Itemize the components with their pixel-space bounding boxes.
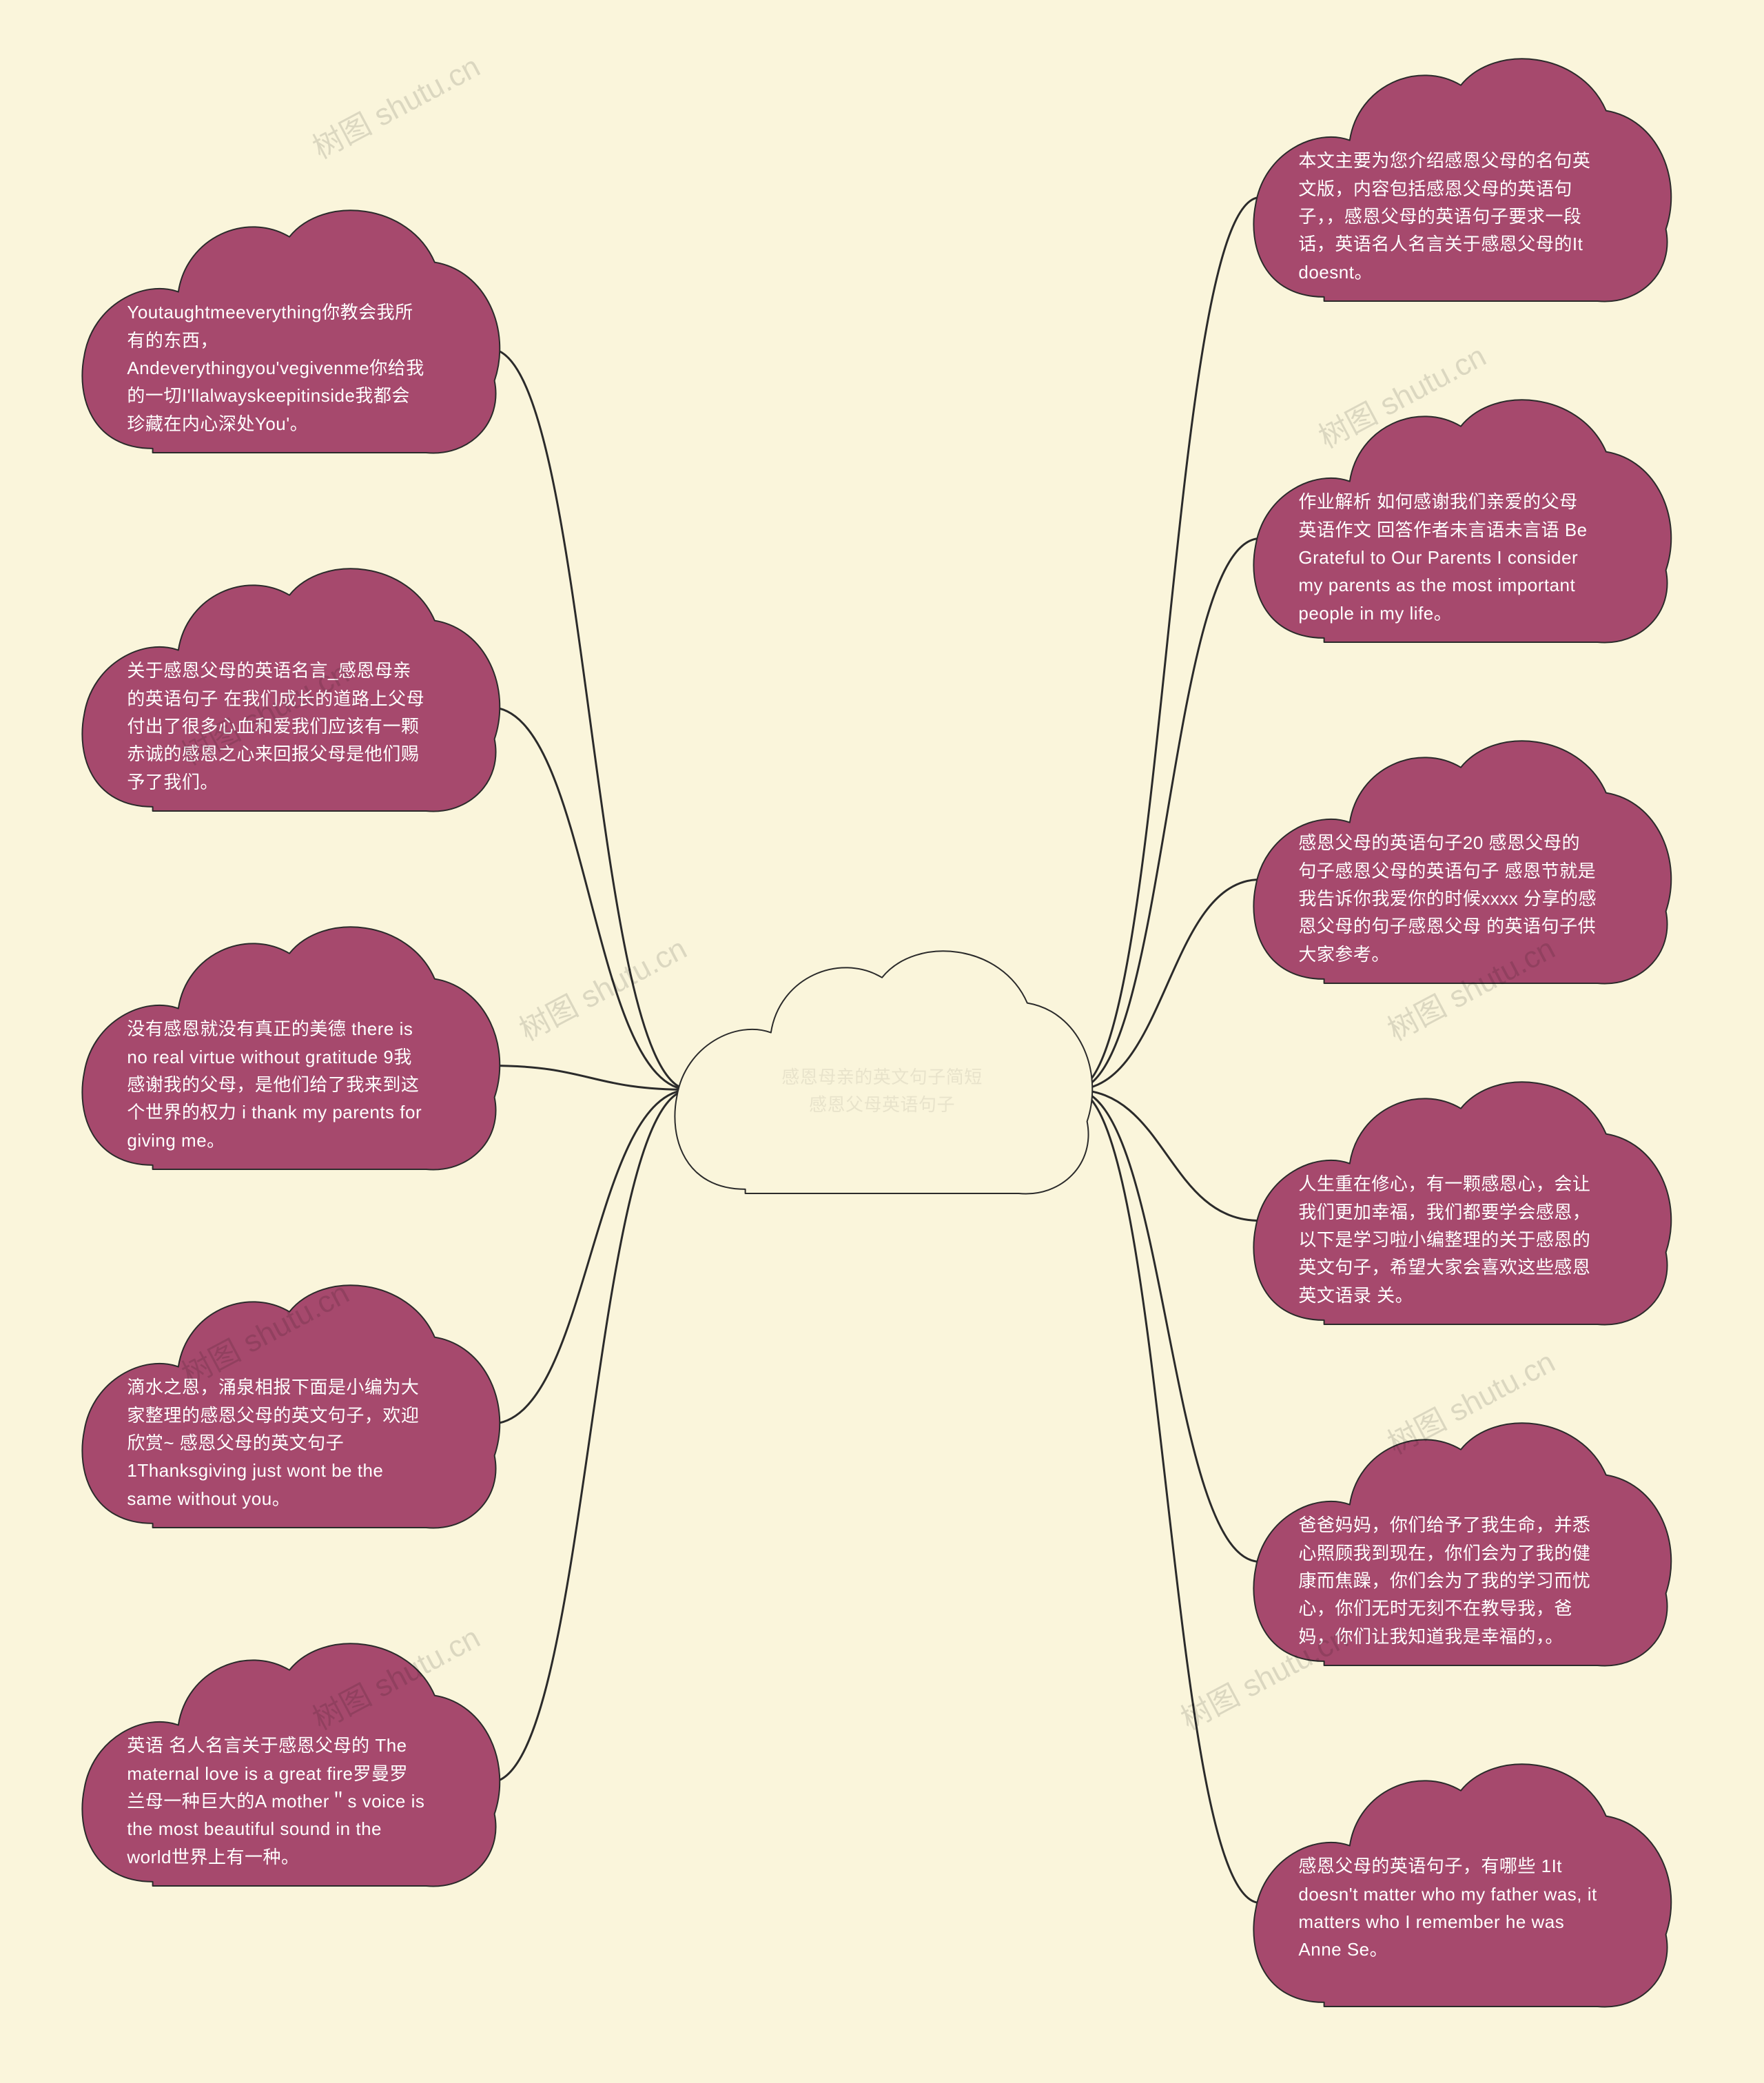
right-node-4-text: 爸爸妈妈，你们给予了我生命，并悉心照顾我到现在，你们会为了我的健康而焦躁，你们会… (1298, 1511, 1597, 1665)
right-node-1-text: 作业解析 如何感谢我们亲爱的父母 英语作文 回答作者未言语未言语 Be Grat… (1298, 488, 1597, 642)
right-node-2-text: 感恩父母的英语句子20 感恩父母的句子感恩父母的英语句子 感恩节就是我告诉你我爱… (1298, 829, 1597, 983)
right-node-4: 爸爸妈妈，你们给予了我生命，并悉心照顾我到现在，你们会为了我的健康而焦躁，你们会… (1247, 1399, 1674, 1695)
connector (490, 349, 690, 1090)
connector (1074, 1090, 1260, 1221)
connector (1074, 880, 1260, 1090)
left-node-4: 英语 名人名言关于感恩父母的 The maternal love is a gr… (76, 1619, 503, 1916)
right-node-3: 人生重在修心，有一颗感恩心，会让我们更加幸福，我们都要学会感恩，以下是学习啦小编… (1247, 1058, 1674, 1354)
connector (1074, 198, 1260, 1090)
connector (490, 1090, 690, 1783)
connector (1074, 1090, 1260, 1903)
watermark: 树图 shutu.cn (304, 42, 486, 167)
left-node-0: Youtaughtmeeverything你教会我所有的东西，Andeveryt… (76, 186, 503, 482)
left-node-3-text: 滴水之恩，涌泉相报下面是小编为大家整理的感恩父母的英文句子，欢迎欣赏~ 感恩父母… (127, 1373, 426, 1528)
right-node-0: 本文主要为您介绍感恩父母的名句英文版，内容包括感恩父母的英语句子，，感恩父母的英… (1247, 34, 1674, 331)
left-node-1-text: 关于感恩父母的英语名言_感恩母亲的英语句子 在我们成长的道路上父母付出了很多心血… (127, 657, 426, 811)
connector (1074, 1090, 1260, 1562)
left-node-1: 关于感恩父母的英语名言_感恩母亲的英语句子 在我们成长的道路上父母付出了很多心血… (76, 544, 503, 841)
right-node-1: 作业解析 如何感谢我们亲爱的父母 英语作文 回答作者未言语未言语 Be Grat… (1247, 376, 1674, 672)
watermark: 树图 shutu.cn (511, 924, 693, 1049)
connector (490, 1090, 690, 1424)
left-node-3: 滴水之恩，涌泉相报下面是小编为大家整理的感恩父母的英文句子，欢迎欣赏~ 感恩父母… (76, 1261, 503, 1557)
connector (490, 708, 690, 1090)
connector (490, 1066, 690, 1090)
right-node-0-text: 本文主要为您介绍感恩父母的名句英文版，内容包括感恩父母的英语句子，，感恩父母的英… (1298, 147, 1597, 301)
mindmap-canvas: 感恩母亲的英文句子简短 感恩父母英语句子 Youtaughtmeeverythin… (0, 0, 1764, 2083)
left-node-2-text: 没有感恩就没有真正的美德 there is no real virtue wit… (127, 1015, 426, 1169)
right-node-5-text: 感恩父母的英语句子，有哪些 1It doesn't matter who my … (1298, 1852, 1597, 2007)
center-node-text: 感恩母亲的英文句子简短 感恩父母英语句子 (737, 1063, 1027, 1218)
left-node-4-text: 英语 名人名言关于感恩父母的 The maternal love is a gr… (127, 1732, 426, 1886)
left-node-2: 没有感恩就没有真正的美德 there is no real virtue wit… (76, 903, 503, 1199)
right-node-2: 感恩父母的英语句子20 感恩父母的句子感恩父母的英语句子 感恩节就是我告诉你我爱… (1247, 717, 1674, 1013)
left-node-0-text: Youtaughtmeeverything你教会我所有的东西，Andeveryt… (127, 298, 426, 453)
right-node-5: 感恩父母的英语句子，有哪些 1It doesn't matter who my … (1247, 1740, 1674, 2036)
connector (1074, 539, 1260, 1090)
right-node-3-text: 人生重在修心，有一颗感恩心，会让我们更加幸福，我们都要学会感恩，以下是学习啦小编… (1298, 1170, 1597, 1324)
center-node: 感恩母亲的英文句子简短 感恩父母英语句子 (668, 927, 1096, 1223)
